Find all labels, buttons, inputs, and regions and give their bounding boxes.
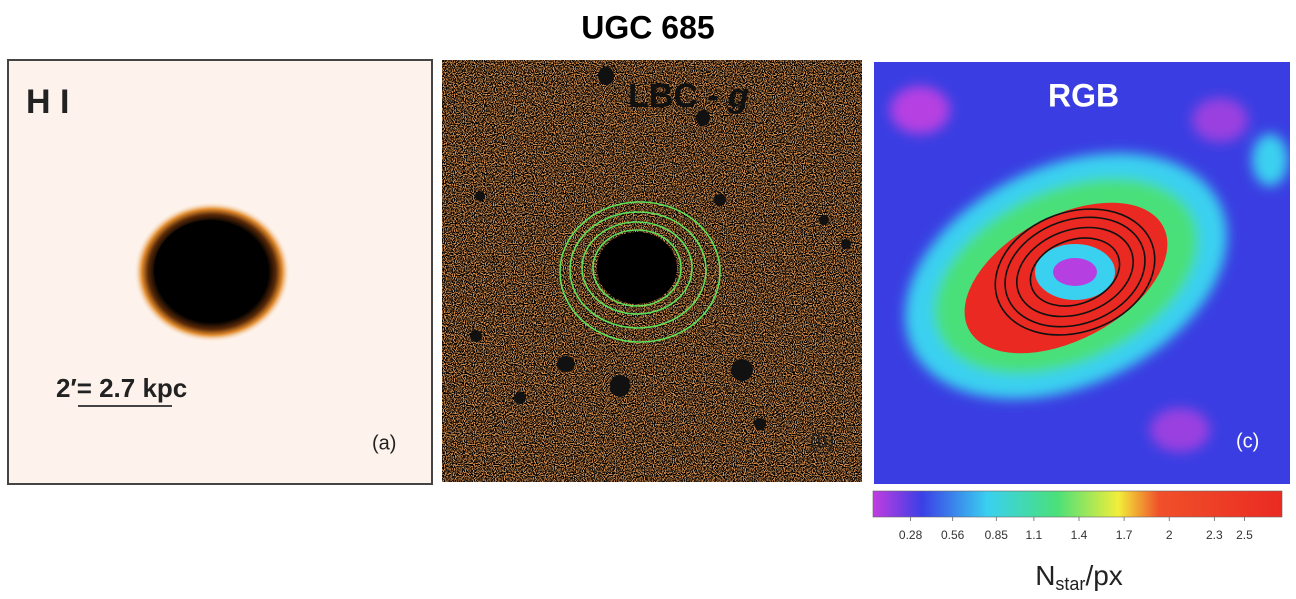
figure-title: UGC 685	[581, 9, 714, 45]
panel-label-italic: g	[727, 77, 749, 115]
colorbar-tick-label: 2	[1166, 528, 1173, 542]
panel-tag: (b)	[810, 430, 834, 452]
panel-label-text: LBC -	[628, 77, 728, 115]
panel-b: LBC - g (b)	[442, 60, 862, 482]
colorbar-tick-label: 2.3	[1206, 528, 1223, 542]
panel-tag: (a)	[372, 432, 396, 454]
colorbar-tick-label: 0.28	[899, 528, 923, 542]
scale-bar-label: 2′= 2.7 kpc	[56, 373, 187, 403]
colorbar-tick-label: 1.4	[1071, 528, 1088, 542]
panel-label: H I	[26, 83, 69, 121]
panel-a: H I 2′= 2.7 kpc (a)	[7, 59, 433, 485]
colorbar-tick-label: 2.5	[1236, 528, 1253, 542]
panel-c: RGB (c)	[874, 62, 1290, 484]
colorbar-tick-label: 0.85	[985, 528, 1009, 542]
colorbar-tick-label: 1.1	[1026, 528, 1043, 542]
colorbar-tick-label: 0.56	[941, 528, 965, 542]
colorbar-label: Nstar/px	[1035, 560, 1123, 593]
panel-tag: (c)	[1236, 430, 1259, 452]
colorbar: Nstar/px 0.28 0.56 0.85 1.1 1.4 1.7 2 2.3 2.5	[872, 490, 1283, 594]
colorbar-label-rest: /px	[1085, 560, 1122, 591]
colorbar-tick-label: 1.7	[1116, 528, 1133, 542]
panel-label: RGB	[1048, 77, 1119, 113]
panel-label: LBC - g	[628, 77, 749, 115]
colorbar-label-sub: star	[1055, 574, 1085, 594]
colorbar-label-main: N	[1035, 560, 1055, 591]
